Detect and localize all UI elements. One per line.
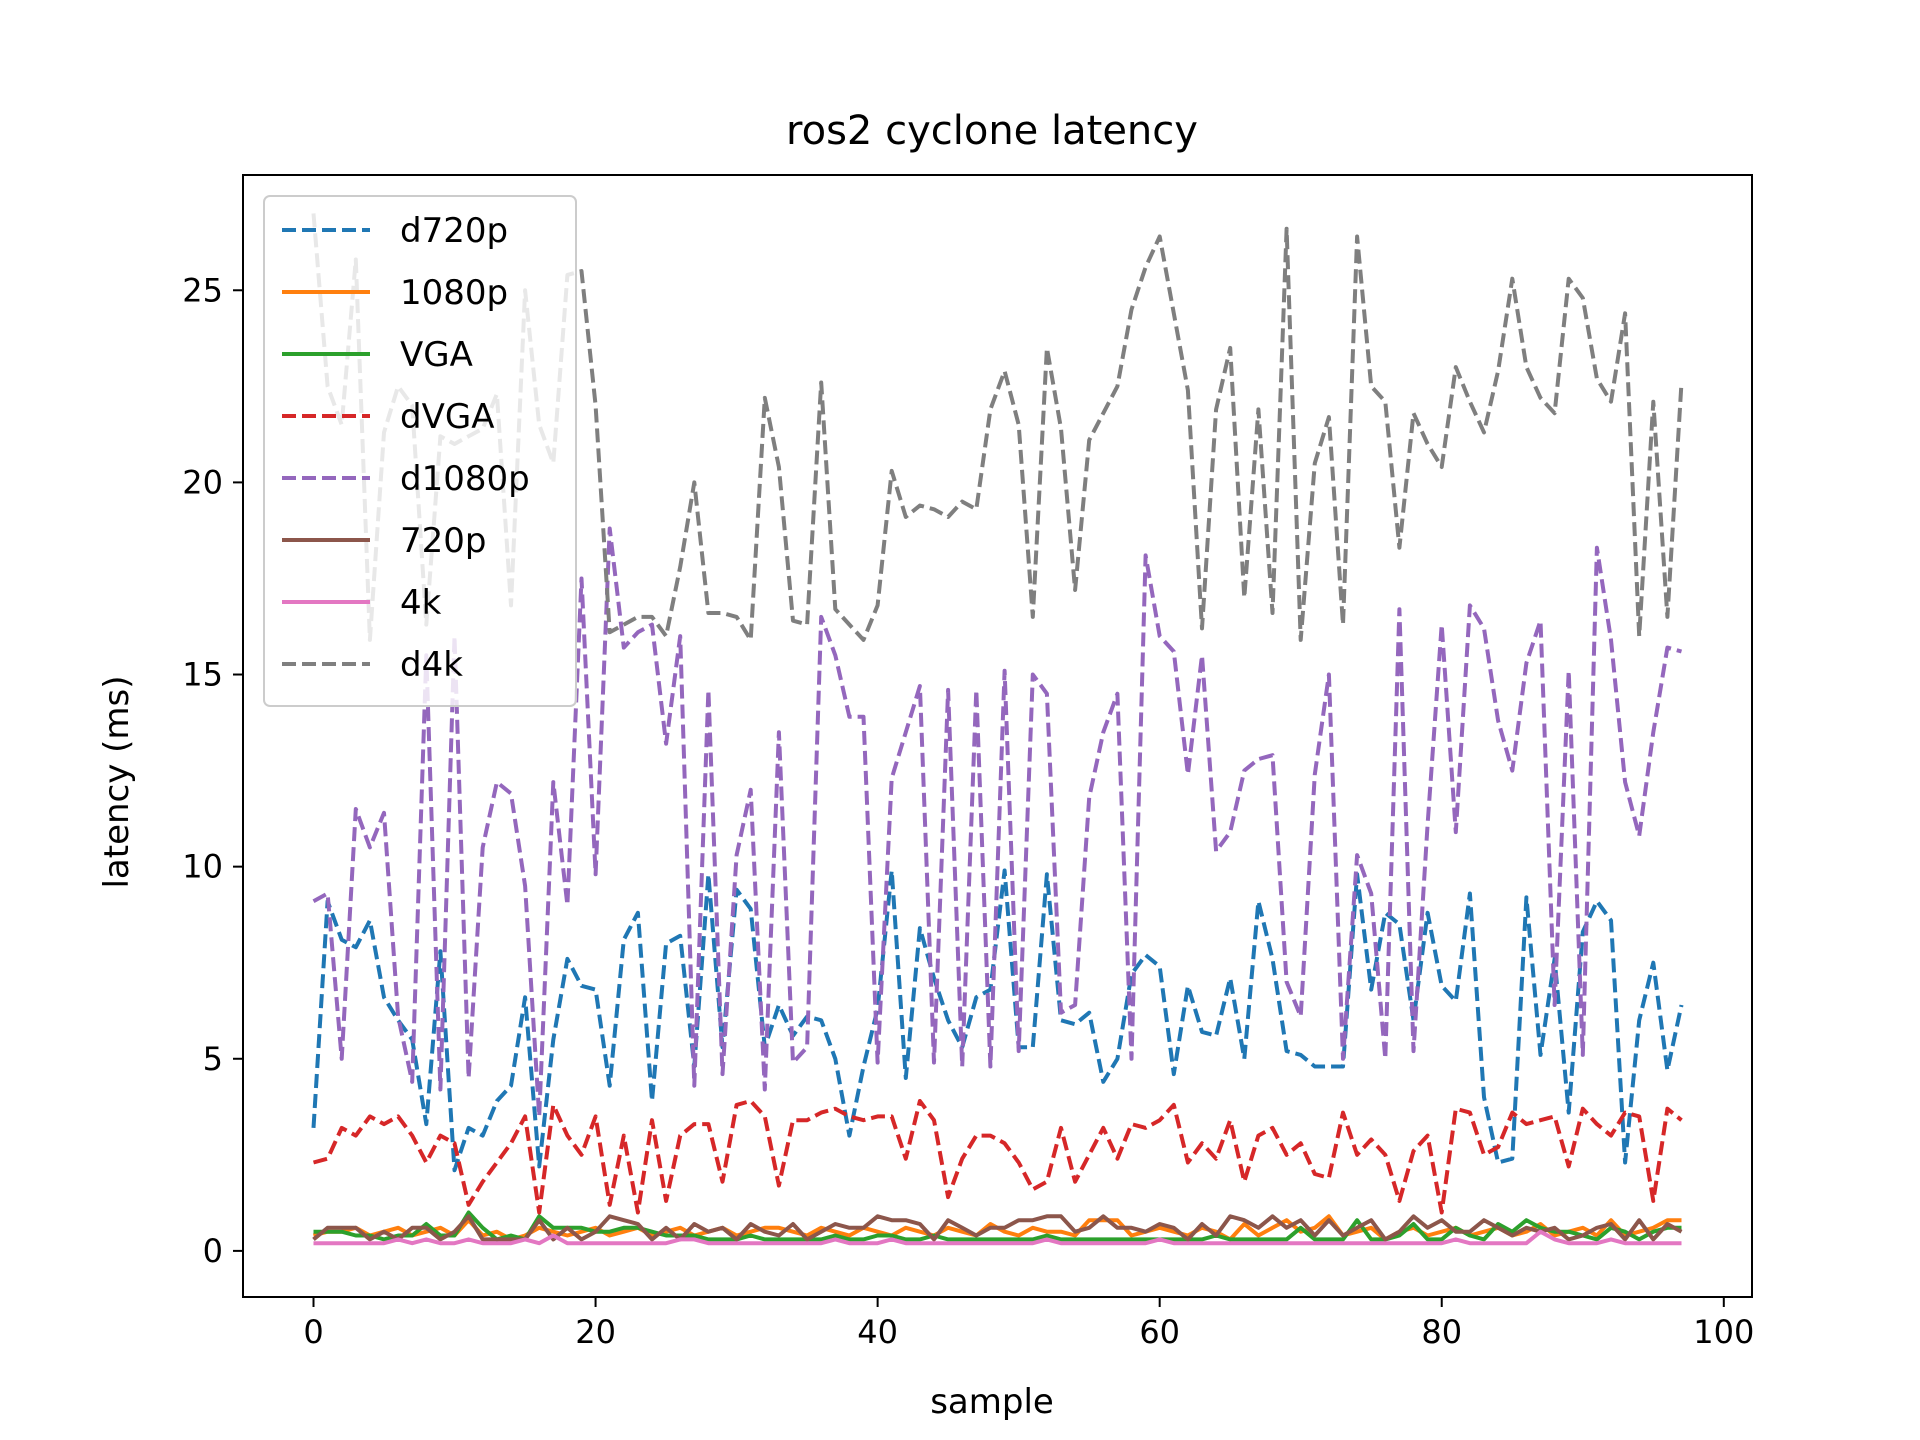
y-tick-label: 10: [182, 848, 223, 886]
y-tick-label: 0: [203, 1232, 223, 1270]
legend-label: 1080p: [400, 273, 508, 313]
legend-label: d1080p: [400, 459, 530, 499]
y-axis: 0 5 10 15 20 25: [182, 271, 243, 1270]
legend-label: VGA: [400, 335, 473, 375]
x-axis: 0 20 40 60 80 100: [303, 1297, 1754, 1351]
x-tick-label: 20: [575, 1313, 616, 1351]
y-tick-label: 20: [182, 463, 223, 501]
series-line-dVGA: [312, 1099, 1683, 1215]
x-tick-label: 40: [857, 1313, 898, 1351]
legend-label: 4k: [400, 583, 442, 623]
series-line-4k: [313, 1229, 1682, 1246]
legend-label: d4k: [400, 645, 463, 685]
y-tick-label: 15: [182, 656, 223, 694]
legend: d720p 1080p VGA dVGA d1080p 720p 4k d4k: [263, 195, 577, 707]
legend-label: dVGA: [400, 397, 494, 437]
x-axis-label: sample: [930, 1382, 1054, 1422]
x-tick-label: 80: [1421, 1313, 1462, 1351]
series-line-720p: [312, 1214, 1683, 1242]
legend-label: d720p: [400, 211, 508, 251]
plot-frame: [242, 174, 1753, 1298]
y-tick-label: 25: [182, 271, 223, 309]
legend-label: 720p: [400, 521, 486, 561]
y-axis-label: latency (ms): [97, 675, 137, 888]
y-tick-label: 5: [203, 1040, 223, 1078]
legend-box: [263, 195, 577, 707]
x-tick-label: 0: [303, 1313, 323, 1351]
x-tick-label: 100: [1693, 1313, 1754, 1351]
x-tick-label: 60: [1139, 1313, 1180, 1351]
series-lines: [311, 213, 1684, 1246]
series-line-d720p: [311, 868, 1684, 1173]
series-line-d1080p: [312, 526, 1683, 1119]
chart-title: ros2 cyclone latency: [786, 108, 1198, 154]
